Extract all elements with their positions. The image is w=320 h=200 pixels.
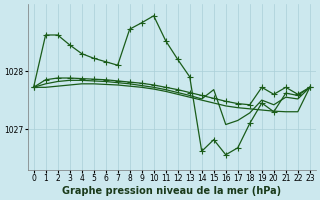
X-axis label: Graphe pression niveau de la mer (hPa): Graphe pression niveau de la mer (hPa) bbox=[62, 186, 281, 196]
